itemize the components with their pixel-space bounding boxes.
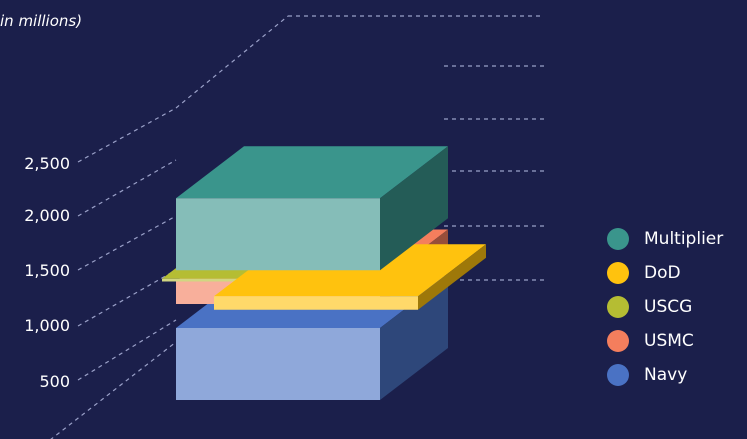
y-tick-label: 500	[39, 372, 70, 391]
legend-label: Multiplier	[644, 229, 724, 249]
legend-swatch	[607, 262, 629, 284]
y-tick-label: 2,000	[24, 206, 70, 225]
legend-item-multiplier: Multiplier	[607, 222, 723, 256]
legend-label: USMC	[644, 331, 694, 351]
y-tick-label: 2,500	[24, 154, 70, 173]
bar-blocks	[162, 146, 486, 400]
legend-swatch	[607, 364, 629, 386]
legend: Multiplier DoD USCG USMC Navy	[607, 222, 723, 392]
legend-label: USCG	[644, 297, 693, 317]
legend-item-usmc: USMC	[607, 324, 723, 358]
y-tick-label: 1,500	[24, 261, 70, 280]
guide-line-left	[77, 215, 177, 271]
bar-front-dod	[214, 296, 418, 310]
bar-side-navy	[380, 276, 448, 400]
legend-label: Navy	[644, 365, 688, 385]
guide-line-left	[175, 15, 289, 109]
bar-front-multiplier	[176, 198, 380, 271]
bar-top-multiplier	[176, 146, 448, 199]
legend-swatch	[607, 296, 629, 318]
legend-item-dod: DoD	[607, 256, 723, 290]
bar-side-multiplier	[380, 146, 448, 271]
legend-swatch	[607, 228, 629, 250]
guide-line-left	[77, 107, 177, 163]
guide-line-left	[77, 319, 177, 381]
guide-line-left	[77, 269, 177, 327]
guide-line-left	[50, 341, 177, 439]
bar-block-multiplier	[176, 146, 448, 271]
guide-line-left	[77, 159, 177, 217]
legend-swatch	[607, 330, 629, 352]
legend-item-navy: Navy	[607, 358, 723, 392]
guide-lines	[50, 15, 544, 439]
bar-front-navy	[176, 328, 380, 400]
legend-label: DoD	[644, 263, 681, 283]
bar-side-dod	[418, 244, 486, 310]
legend-item-uscg: USCG	[607, 290, 723, 324]
y-tick-label: 1,000	[24, 316, 70, 335]
y-axis-label: in millions)	[0, 12, 83, 30]
